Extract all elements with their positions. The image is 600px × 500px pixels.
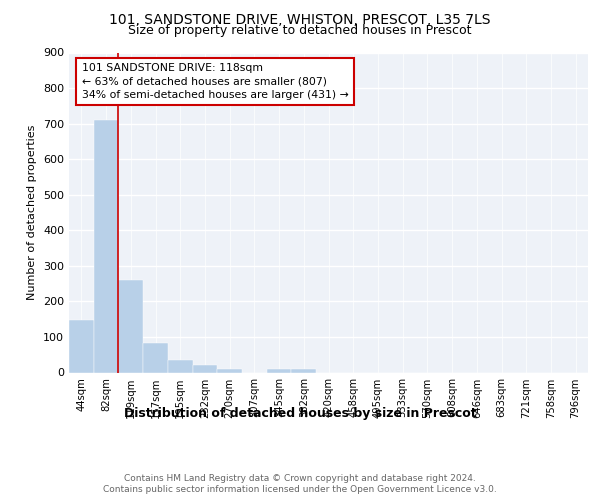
Bar <box>217 369 242 372</box>
Text: Distribution of detached houses by size in Prescot: Distribution of detached houses by size … <box>124 408 476 420</box>
Text: 101 SANDSTONE DRIVE: 118sqm
← 63% of detached houses are smaller (807)
34% of se: 101 SANDSTONE DRIVE: 118sqm ← 63% of det… <box>82 63 349 100</box>
Y-axis label: Number of detached properties: Number of detached properties <box>28 125 37 300</box>
Bar <box>94 120 118 372</box>
Bar <box>69 320 94 372</box>
Bar <box>267 369 292 372</box>
Text: 101, SANDSTONE DRIVE, WHISTON, PRESCOT, L35 7LS: 101, SANDSTONE DRIVE, WHISTON, PRESCOT, … <box>109 12 491 26</box>
Text: Contains public sector information licensed under the Open Government Licence v3: Contains public sector information licen… <box>103 485 497 494</box>
Bar <box>143 344 168 372</box>
Text: Contains HM Land Registry data © Crown copyright and database right 2024.: Contains HM Land Registry data © Crown c… <box>124 474 476 483</box>
Bar <box>193 364 217 372</box>
Bar <box>168 360 193 372</box>
Text: Size of property relative to detached houses in Prescot: Size of property relative to detached ho… <box>128 24 472 37</box>
Bar <box>118 280 143 372</box>
Bar <box>292 369 316 372</box>
